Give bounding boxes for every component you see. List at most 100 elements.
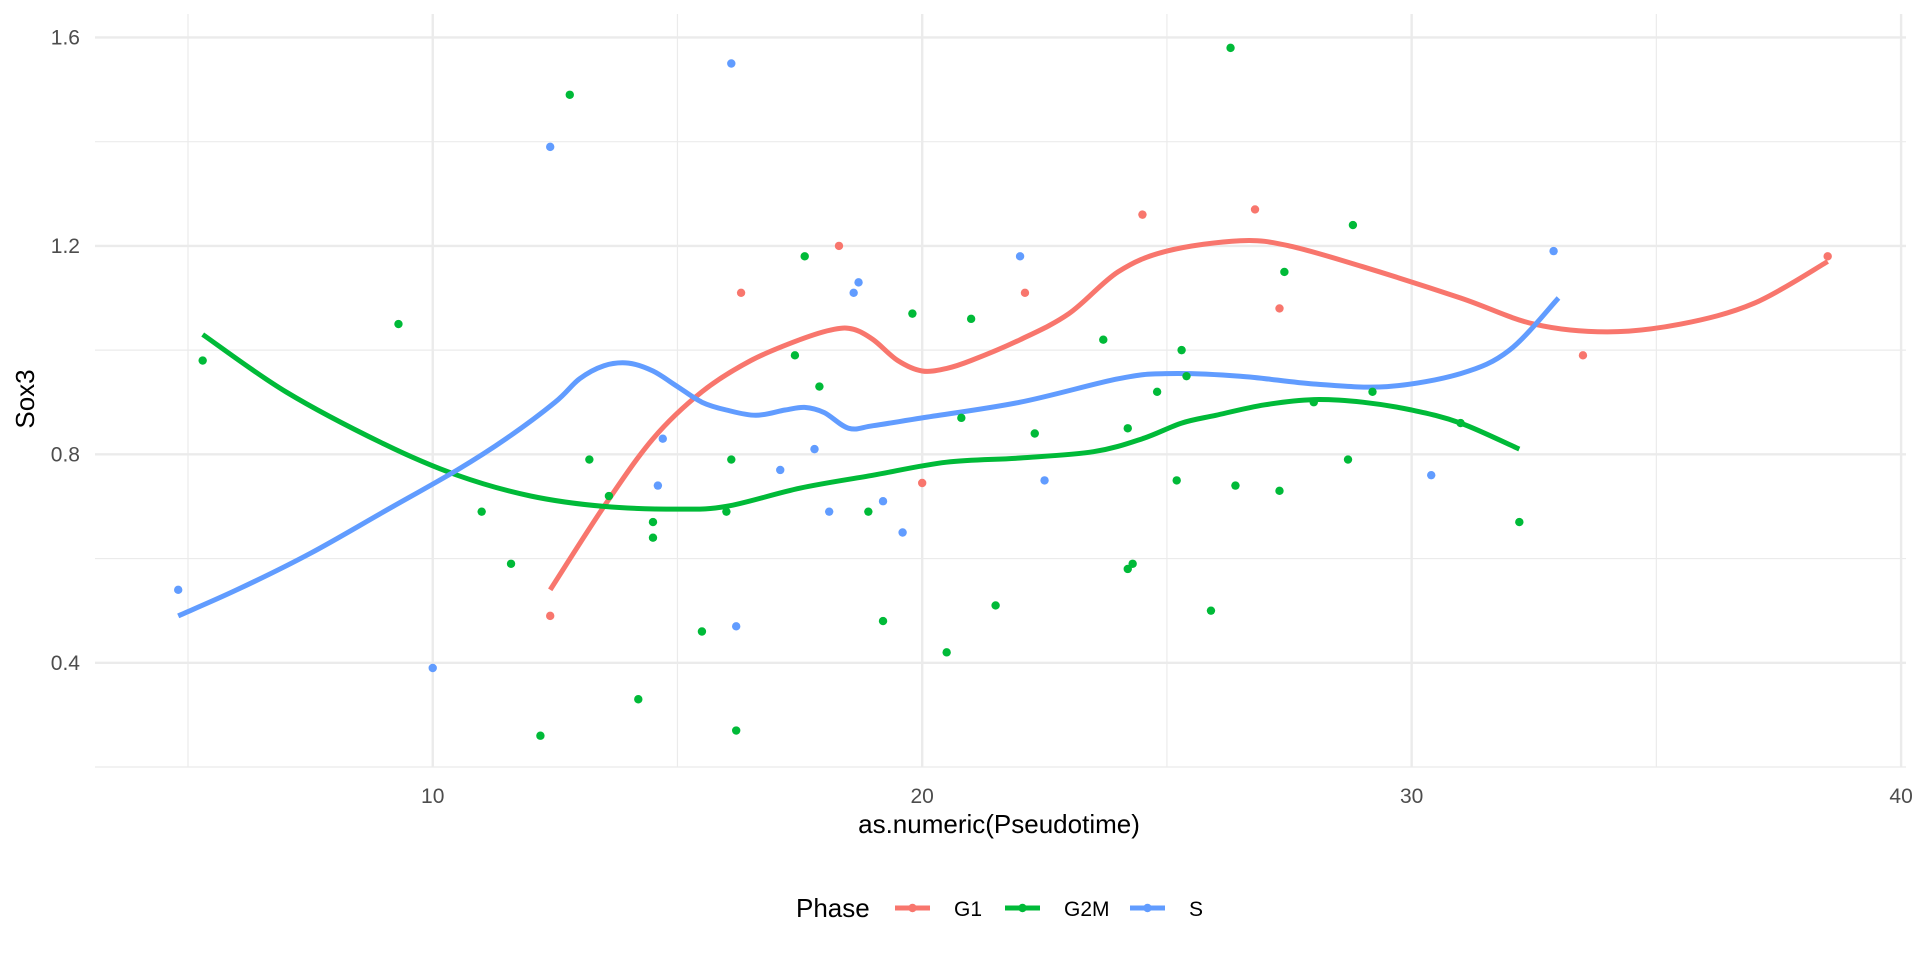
point-g2m xyxy=(1280,267,1289,277)
point-g2m xyxy=(1177,345,1186,355)
x-tick-label: 40 xyxy=(1889,785,1912,808)
point-g1 xyxy=(917,478,927,488)
point-g2m xyxy=(790,351,800,360)
major-grid xyxy=(95,14,1906,767)
point-g2m xyxy=(1343,455,1353,464)
data-points xyxy=(174,43,1832,740)
point-s xyxy=(810,444,819,454)
point-g2m xyxy=(722,507,731,516)
point-g2m xyxy=(991,601,1000,610)
smooth-lines xyxy=(177,237,1829,619)
y-axis-ticks: 0.4 0.8 1.2 1.6 xyxy=(51,26,81,674)
smooth-line-g2m xyxy=(201,332,1521,512)
y-tick-label: 0.4 xyxy=(51,652,81,675)
legend-label-g2m: G2M xyxy=(1064,898,1110,921)
point-s xyxy=(658,434,667,443)
point-s xyxy=(428,663,437,673)
y-axis-title: Sox3 xyxy=(10,369,40,428)
point-g1 xyxy=(736,288,746,297)
point-g2m xyxy=(634,695,643,704)
x-tick-label: 10 xyxy=(421,785,444,808)
point-g1 xyxy=(1578,351,1588,360)
point-g2m xyxy=(565,90,574,99)
point-g1 xyxy=(1250,205,1260,214)
legend-title: Phase xyxy=(796,893,870,923)
point-g1 xyxy=(1823,252,1832,261)
point-s xyxy=(653,481,663,490)
point-g2m xyxy=(604,491,614,501)
point-s xyxy=(1015,252,1025,261)
minor-grid xyxy=(95,14,1906,768)
point-g2m xyxy=(477,507,486,516)
point-g2m xyxy=(1348,220,1358,230)
point-s xyxy=(776,465,785,475)
legend-label-s: S xyxy=(1189,898,1203,921)
x-axis-ticks: 10 20 30 40 xyxy=(421,785,1913,808)
legend-label-g1: G1 xyxy=(954,898,982,921)
point-g2m xyxy=(1275,486,1284,496)
point-g2m xyxy=(1128,559,1137,568)
point-g2m xyxy=(942,648,951,657)
point-g2m xyxy=(908,309,917,318)
point-g1 xyxy=(545,611,555,621)
point-g2m xyxy=(864,507,873,516)
point-g2m xyxy=(1206,606,1216,615)
point-s xyxy=(1040,476,1049,485)
point-g2m xyxy=(648,533,658,542)
point-g2m xyxy=(800,252,809,261)
point-s xyxy=(1427,470,1436,480)
point-g1 xyxy=(1020,288,1030,297)
point-g2m xyxy=(1172,476,1181,485)
point-g2m xyxy=(394,319,403,329)
point-s xyxy=(878,497,888,506)
x-tick-label: 20 xyxy=(911,785,934,808)
point-s xyxy=(849,288,858,297)
point-g2m xyxy=(1030,429,1039,438)
point-g2m xyxy=(1309,398,1318,407)
legend-point-g1 xyxy=(908,903,917,913)
y-tick-label: 1.2 xyxy=(51,235,80,258)
point-s xyxy=(854,278,863,287)
point-g2m xyxy=(878,616,888,626)
point-g2m xyxy=(1182,371,1191,381)
point-g2m xyxy=(731,726,741,735)
point-g1 xyxy=(834,241,844,251)
point-s xyxy=(824,507,834,516)
point-g2m xyxy=(697,627,707,636)
point-g2m xyxy=(1226,43,1235,53)
point-g2m xyxy=(506,559,516,568)
point-g2m xyxy=(1152,387,1162,397)
point-g2m xyxy=(1231,481,1240,490)
legend: Phase G1 G2M S xyxy=(796,893,1203,923)
point-g2m xyxy=(727,455,736,464)
point-g2m xyxy=(957,413,966,423)
y-tick-label: 0.8 xyxy=(51,443,80,466)
x-tick-label: 30 xyxy=(1400,785,1423,808)
legend-point-s xyxy=(1143,903,1152,913)
point-s xyxy=(174,585,183,595)
point-g2m xyxy=(1123,424,1132,433)
point-g2m xyxy=(1099,335,1108,344)
point-s xyxy=(545,142,555,152)
point-g2m xyxy=(1368,387,1377,397)
smooth-line-s xyxy=(177,296,1561,619)
point-s xyxy=(898,528,907,537)
y-tick-label: 1.6 xyxy=(51,26,80,49)
point-g1 xyxy=(1138,210,1147,219)
point-g2m xyxy=(648,517,658,527)
point-s xyxy=(727,59,736,68)
point-g2m xyxy=(966,314,976,324)
point-g2m xyxy=(815,382,824,391)
point-g2m xyxy=(536,731,545,740)
point-s xyxy=(1549,246,1558,256)
point-g1 xyxy=(1275,304,1284,313)
point-g2m xyxy=(1456,418,1465,428)
legend-point-g2m xyxy=(1018,903,1027,913)
point-g2m xyxy=(1515,517,1524,527)
point-s xyxy=(731,622,741,631)
x-axis-title: as.numeric(Pseudotime) xyxy=(858,809,1140,839)
point-g2m xyxy=(585,455,594,464)
point-g2m xyxy=(198,356,207,365)
